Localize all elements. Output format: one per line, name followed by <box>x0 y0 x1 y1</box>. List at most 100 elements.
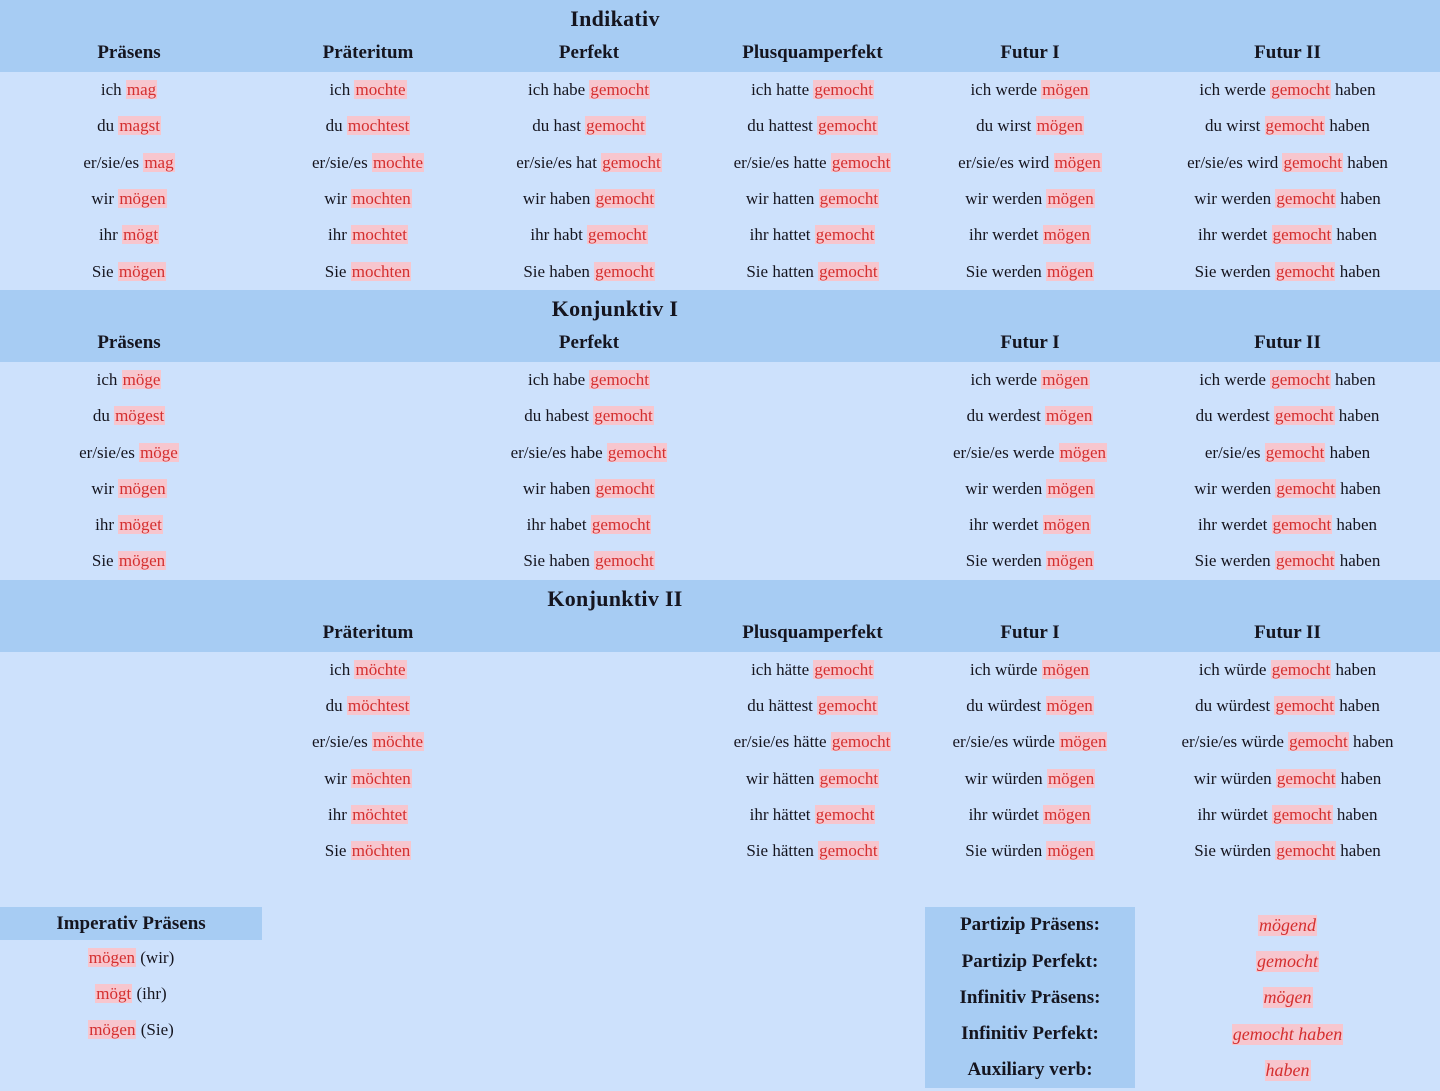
conjugation-cell: Sie möchten <box>324 841 412 861</box>
column-header-pr-teritum: Präteritum <box>322 42 414 63</box>
section-title: Indikativ <box>570 6 660 31</box>
highlighted-verb-form: mögend <box>1258 914 1317 936</box>
highlighted-verb-form: mögen <box>1041 80 1090 100</box>
column-header-pr-sens: Präsens <box>97 331 161 353</box>
highlighted-verb-form: gemocht <box>594 189 656 209</box>
conjugation-cell: er/sie/es möchte <box>312 732 424 752</box>
highlighted-verb-form: mögen <box>1045 406 1094 426</box>
highlighted-verb-form: mögen <box>1041 369 1090 389</box>
highlighted-verb-form: gemocht <box>587 225 648 245</box>
summary-value: haben <box>1135 1052 1440 1088</box>
highlighted-verb-form: möge <box>139 442 179 462</box>
conjugation-cell: ihr möchtet <box>328 804 408 824</box>
conjugation-cell: er/sie/es würde gemocht haben <box>1181 732 1394 752</box>
highlighted-verb-form: gemocht <box>817 116 878 136</box>
conjugation-cell: wir werden mögen <box>965 189 1095 209</box>
conjugation-cell: Sie werden gemocht haben <box>1194 261 1381 281</box>
highlighted-verb-form: mögen <box>1043 804 1092 824</box>
column-header-perfekt: Perfekt <box>558 42 620 63</box>
conjugation-row: er/sie/es mag er/sie/es mochte er/sie/es h… <box>0 145 1440 181</box>
conjugation-cell: wir mögen <box>91 478 167 498</box>
section-indikativ: Indikativ Präsens Präteritum Perfekt Plusqua… <box>0 0 1440 290</box>
summary-row: Auxiliary verb: haben <box>925 1052 1440 1089</box>
section-konjunktiv-i: Konjunktiv I Präsens Perfekt Futur I Futur I… <box>0 289 1440 580</box>
conjugation-row: ich möge ich habe gemocht ich werde mögen i… <box>0 362 1440 398</box>
highlighted-verb-form: gemocht <box>814 225 876 245</box>
column-header-plusquamperfekt: Plusquamperfekt <box>742 621 883 643</box>
conjugation-cell: er/sie/es möge <box>79 442 179 462</box>
summary-label-auxiliary-verb: Auxiliary verb: <box>925 1052 1135 1089</box>
highlighted-verb-form: mögen <box>1042 515 1091 535</box>
highlighted-verb-form: mochte <box>354 80 407 100</box>
imperativ-title: Imperativ Präsens <box>0 907 262 941</box>
conjugation-row: Sie möchten Sie hätten gemocht Sie würden … <box>0 833 1440 869</box>
highlighted-verb-form: mögen <box>117 551 167 571</box>
highlighted-verb-form: gemocht <box>1264 116 1326 136</box>
highlighted-verb-form: mag <box>143 152 175 172</box>
conjugation-cell: ihr werdet gemocht haben <box>1197 225 1378 245</box>
highlighted-verb-form: gemocht <box>585 116 646 136</box>
highlighted-verb-form: gemocht <box>1270 659 1332 679</box>
highlighted-verb-form: gemocht <box>818 768 880 788</box>
conjugation-cell: wir hatten gemocht <box>745 189 880 209</box>
highlighted-verb-form: mögen <box>1058 442 1107 462</box>
conjugation-cell: Sie haben gemocht <box>523 261 655 281</box>
column-header-pr-teritum: Präteritum <box>322 621 414 643</box>
highlighted-verb-form: mögen <box>118 478 167 498</box>
highlighted-verb-form: gemocht <box>1271 515 1333 535</box>
imperativ-form: mögen (wir) <box>87 948 175 968</box>
conjugation-row: wir mögen wir mochten wir haben gemocht wir… <box>0 181 1440 217</box>
conjugation-row: Sie mögen Sie haben gemocht Sie werden mög… <box>0 543 1440 579</box>
conjugation-cell: du würdest mögen <box>966 696 1094 715</box>
highlighted-verb-form: gemocht <box>594 478 656 498</box>
highlighted-verb-form: mögen <box>1046 768 1096 788</box>
highlighted-verb-form: gemocht <box>1275 841 1336 861</box>
conjugation-cell: wir mochten <box>324 189 412 209</box>
conjugation-cell: ich werde gemocht haben <box>1199 369 1376 389</box>
conjugation-cell: wir hätten gemocht <box>745 768 880 788</box>
highlighted-verb-form: mögen <box>87 948 137 968</box>
conjugation-cell: ich hätte gemocht <box>751 659 874 679</box>
conjugation-cell: Sie mögen <box>91 261 167 281</box>
column-header-plusquamperfekt: Plusquamperfekt <box>742 42 883 63</box>
column-header-futur-ii: Futur II <box>1254 331 1321 353</box>
column-header-row: Präteritum Plusquamperfekt Futur I Futur II <box>0 614 1440 652</box>
conjugation-cell: ich hatte gemocht <box>751 80 874 100</box>
conjugation-cell: du werdest mögen <box>966 406 1094 426</box>
conjugation-cell: wir werden mögen <box>965 478 1095 498</box>
conjugation-row: du mögest du habest gemocht du werdest mög… <box>0 398 1440 434</box>
highlighted-verb-form: möge <box>121 369 162 389</box>
conjugation-cell: er/sie/es würde mögen <box>952 732 1108 752</box>
imperativ-form: mögt (ihr) <box>95 984 167 1004</box>
column-header-futur-i: Futur I <box>1000 42 1060 63</box>
highlighted-verb-form: magst <box>118 116 161 136</box>
summary-label-partizip-perfekt: Partizip Perfekt: <box>925 943 1135 980</box>
conjugation-cell: ich würde mögen <box>969 659 1091 679</box>
imperativ-section: Imperativ Präsens mögen (wir) mögt (ihr) m… <box>0 907 262 1088</box>
highlighted-verb-form: gemocht <box>594 551 655 571</box>
highlighted-verb-form: gemocht <box>813 659 874 679</box>
highlighted-verb-form: mögen <box>1045 551 1095 571</box>
highlighted-verb-form: mögen <box>117 261 167 281</box>
column-header-row: Präsens Präteritum Perfekt Plusquamperfekt F… <box>0 34 1440 72</box>
conjugation-cell: Sie werden mögen <box>965 261 1095 281</box>
conjugation-cell: wir haben gemocht <box>522 478 656 498</box>
conjugation-cell: er/sie/es mochte <box>312 152 424 172</box>
highlighted-verb-form: gemocht <box>1275 768 1337 788</box>
conjugation-cell: ich habe gemocht <box>528 80 650 100</box>
highlighted-verb-form: gemocht <box>1274 696 1336 715</box>
conjugation-cell: ich möchte <box>329 659 407 679</box>
conjugation-cell: du hattest gemocht <box>747 116 878 136</box>
conjugation-row: Sie mögen Sie mochten Sie haben gemocht Sie… <box>0 253 1440 289</box>
highlighted-verb-form: gemocht <box>1264 442 1326 462</box>
conjugation-row: wir möchten wir hätten gemocht wir würden … <box>0 760 1440 796</box>
conjugation-cell: du mochtest <box>325 116 411 136</box>
highlighted-verb-form: gemocht <box>813 80 874 100</box>
column-header-pr-sens: Präsens <box>97 42 161 63</box>
conjugation-cell: Sie mochten <box>324 261 412 281</box>
highlighted-verb-form: mögen <box>1046 189 1095 209</box>
conjugation-cell: ich habe gemocht <box>528 369 650 389</box>
conjugation-cell: wir mögen <box>91 189 167 209</box>
highlighted-verb-form: gemocht <box>1288 732 1349 752</box>
